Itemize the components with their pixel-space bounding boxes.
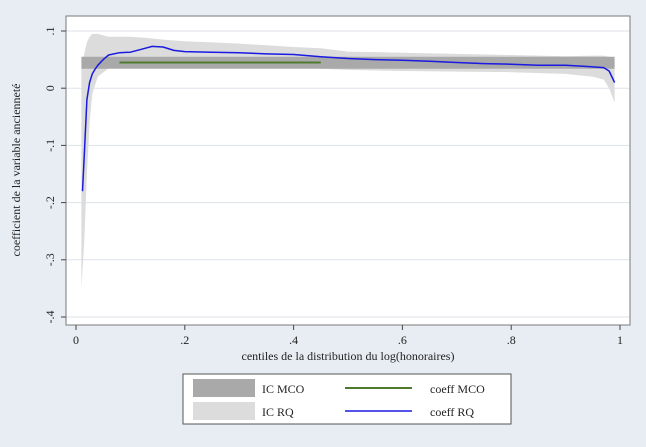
x-tick-label-0: 0 <box>73 333 79 347</box>
plot-frame <box>65 15 631 326</box>
x-tick-label-3: .6 <box>398 333 407 347</box>
confidence-bands <box>81 33 615 289</box>
y-tick-label-0: -.4 <box>43 311 57 324</box>
y-tick-label-1: -.3 <box>43 253 57 266</box>
y-tick-label-5: .1 <box>43 27 57 36</box>
x-tick-label-4: .8 <box>507 333 516 347</box>
legend: IC MCO IC RQ coeff MCO coeff RQ <box>182 373 512 425</box>
line-coeff-rq <box>81 45 616 192</box>
gridlines <box>66 30 630 318</box>
x-tick-label-1: .2 <box>180 333 189 347</box>
legend-label-coeff-rq: coeff RQ <box>430 405 474 419</box>
x-tick-label-2: .4 <box>289 333 298 347</box>
axes: -.4 -.3 -.2 -.1 0 .1 0 .2 .4 .6 .8 1 <box>43 27 623 348</box>
y-tick-label-3: -.1 <box>43 139 57 152</box>
y-tick-label-4: 0 <box>43 85 57 91</box>
legend-label-ic-mco: IC MCO <box>262 382 305 396</box>
legend-label-ic-rq: IC RQ <box>262 405 294 419</box>
legend-swatch-ic-rq <box>193 402 255 420</box>
x-axis-title: centiles de la distribution du log(honor… <box>242 349 455 363</box>
y-axis-title: coefficient de la variable ancienneté <box>9 83 23 256</box>
legend-swatch-ic-mco <box>193 379 255 397</box>
y-tick-label-2: -.2 <box>43 196 57 209</box>
x-tick-label-5: 1 <box>617 333 623 347</box>
coefficient-lines <box>81 45 616 192</box>
band-ic-mco <box>81 56 615 69</box>
legend-label-coeff-mco: coeff MCO <box>430 382 485 396</box>
